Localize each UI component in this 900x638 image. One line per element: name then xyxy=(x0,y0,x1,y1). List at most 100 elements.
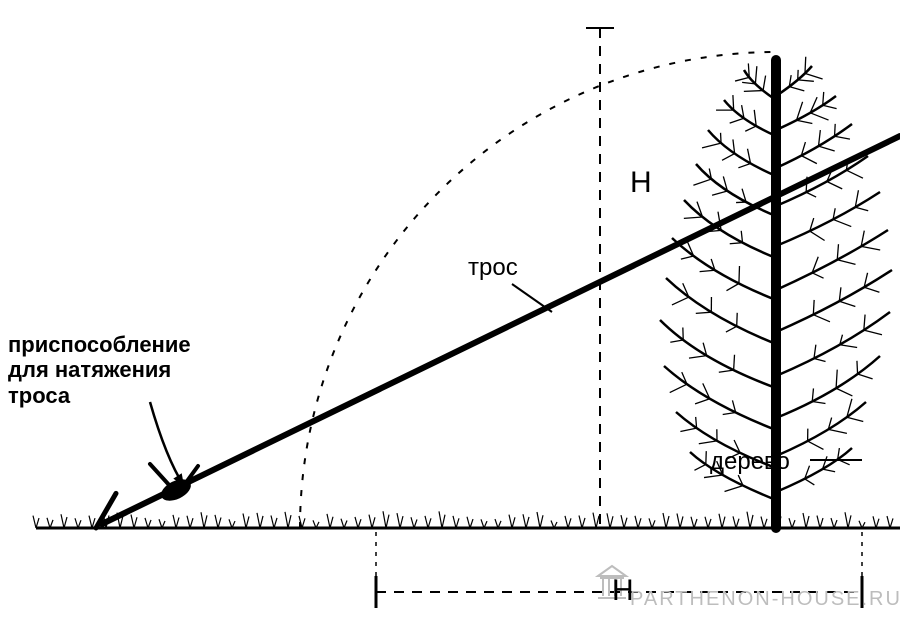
grass xyxy=(663,513,666,528)
tree-twig xyxy=(827,181,842,188)
tree-twig xyxy=(835,136,850,139)
grass xyxy=(145,518,148,528)
diagram-stage: приспособление для натяжения троса трос … xyxy=(0,0,900,638)
grass xyxy=(873,516,876,528)
tree-twig xyxy=(798,80,814,81)
diagram-svg xyxy=(0,0,900,638)
grass xyxy=(750,515,753,528)
tree-twig xyxy=(823,105,837,108)
tree-twig xyxy=(819,146,835,151)
tree-twig xyxy=(680,428,696,431)
tree-twig xyxy=(755,66,756,84)
label-H-vert: Н xyxy=(630,166,652,201)
tree-twig xyxy=(833,219,851,226)
grass xyxy=(327,514,330,528)
tree-twig xyxy=(805,479,815,485)
grass xyxy=(691,517,694,528)
grass xyxy=(540,515,543,528)
tree-branch xyxy=(776,312,890,376)
tree-twig xyxy=(812,388,813,401)
label-cable: трос xyxy=(468,254,518,282)
grass xyxy=(596,516,599,528)
grass xyxy=(372,517,375,528)
grass xyxy=(176,517,179,528)
tree-twig xyxy=(754,110,756,126)
tree-twig xyxy=(864,287,879,292)
grass xyxy=(215,515,218,528)
tree-twig xyxy=(837,244,838,260)
tree-twig xyxy=(812,402,825,404)
grass xyxy=(330,517,333,528)
tree-twig xyxy=(684,217,703,218)
grass xyxy=(383,511,386,528)
grass xyxy=(439,511,442,528)
tree-twig xyxy=(670,384,687,392)
grass xyxy=(610,516,613,528)
label-tree: дерево xyxy=(710,448,790,476)
grass xyxy=(400,516,403,528)
grass xyxy=(288,515,291,528)
tree-branch xyxy=(776,96,836,130)
tree-twig xyxy=(855,207,868,211)
tree-twig xyxy=(797,120,813,123)
grass xyxy=(274,518,277,528)
leader-tensioner xyxy=(150,402,184,486)
tree-twig xyxy=(835,124,836,136)
tree-branch xyxy=(776,156,868,206)
tree-twig xyxy=(712,191,727,195)
grass xyxy=(537,512,540,528)
grass xyxy=(733,516,736,528)
tree-twig xyxy=(810,231,825,240)
grass xyxy=(624,518,627,528)
tree-twig xyxy=(819,130,821,146)
tree-twig xyxy=(837,260,855,265)
tree-twig xyxy=(730,118,744,123)
tree-twig xyxy=(739,266,740,284)
grass xyxy=(747,512,750,528)
grass xyxy=(33,516,36,528)
tree-twig xyxy=(857,361,858,374)
tree-twig xyxy=(745,126,756,131)
tree-twig xyxy=(693,179,711,185)
grass xyxy=(453,516,456,528)
tree-twig xyxy=(700,270,715,271)
tree-twig xyxy=(734,355,735,370)
grass xyxy=(134,517,137,528)
tree-twig xyxy=(812,273,823,278)
grass xyxy=(369,515,372,528)
grass xyxy=(582,518,585,528)
grass xyxy=(89,516,92,528)
grass xyxy=(565,516,568,528)
tree-twig xyxy=(813,315,830,322)
grass xyxy=(467,517,470,528)
tree-twig xyxy=(699,441,717,444)
tree-twig xyxy=(828,429,847,433)
grass xyxy=(817,516,820,528)
tree-twig xyxy=(722,154,735,161)
grass xyxy=(666,516,669,528)
grass xyxy=(635,516,638,528)
grass xyxy=(677,514,680,528)
grass xyxy=(411,517,414,528)
grass xyxy=(607,513,610,528)
grass xyxy=(260,516,263,528)
grass xyxy=(845,512,848,528)
tree-twig xyxy=(748,63,749,77)
grass xyxy=(621,515,624,528)
tree-twig xyxy=(735,77,749,81)
tree-twig xyxy=(813,300,814,315)
tree-twig xyxy=(846,170,863,178)
tree-twig xyxy=(839,301,855,306)
grass xyxy=(47,518,50,528)
tree-twig xyxy=(733,95,734,110)
tree-twig xyxy=(738,163,750,167)
tree-twig xyxy=(719,370,734,372)
tree-branch xyxy=(708,130,776,176)
tree-twig xyxy=(858,374,873,379)
grass xyxy=(64,517,67,528)
tree-twig xyxy=(730,243,743,244)
grass xyxy=(523,514,526,528)
tree-twig xyxy=(696,312,712,313)
tree-twig xyxy=(805,73,823,79)
tree-twig xyxy=(670,340,683,342)
